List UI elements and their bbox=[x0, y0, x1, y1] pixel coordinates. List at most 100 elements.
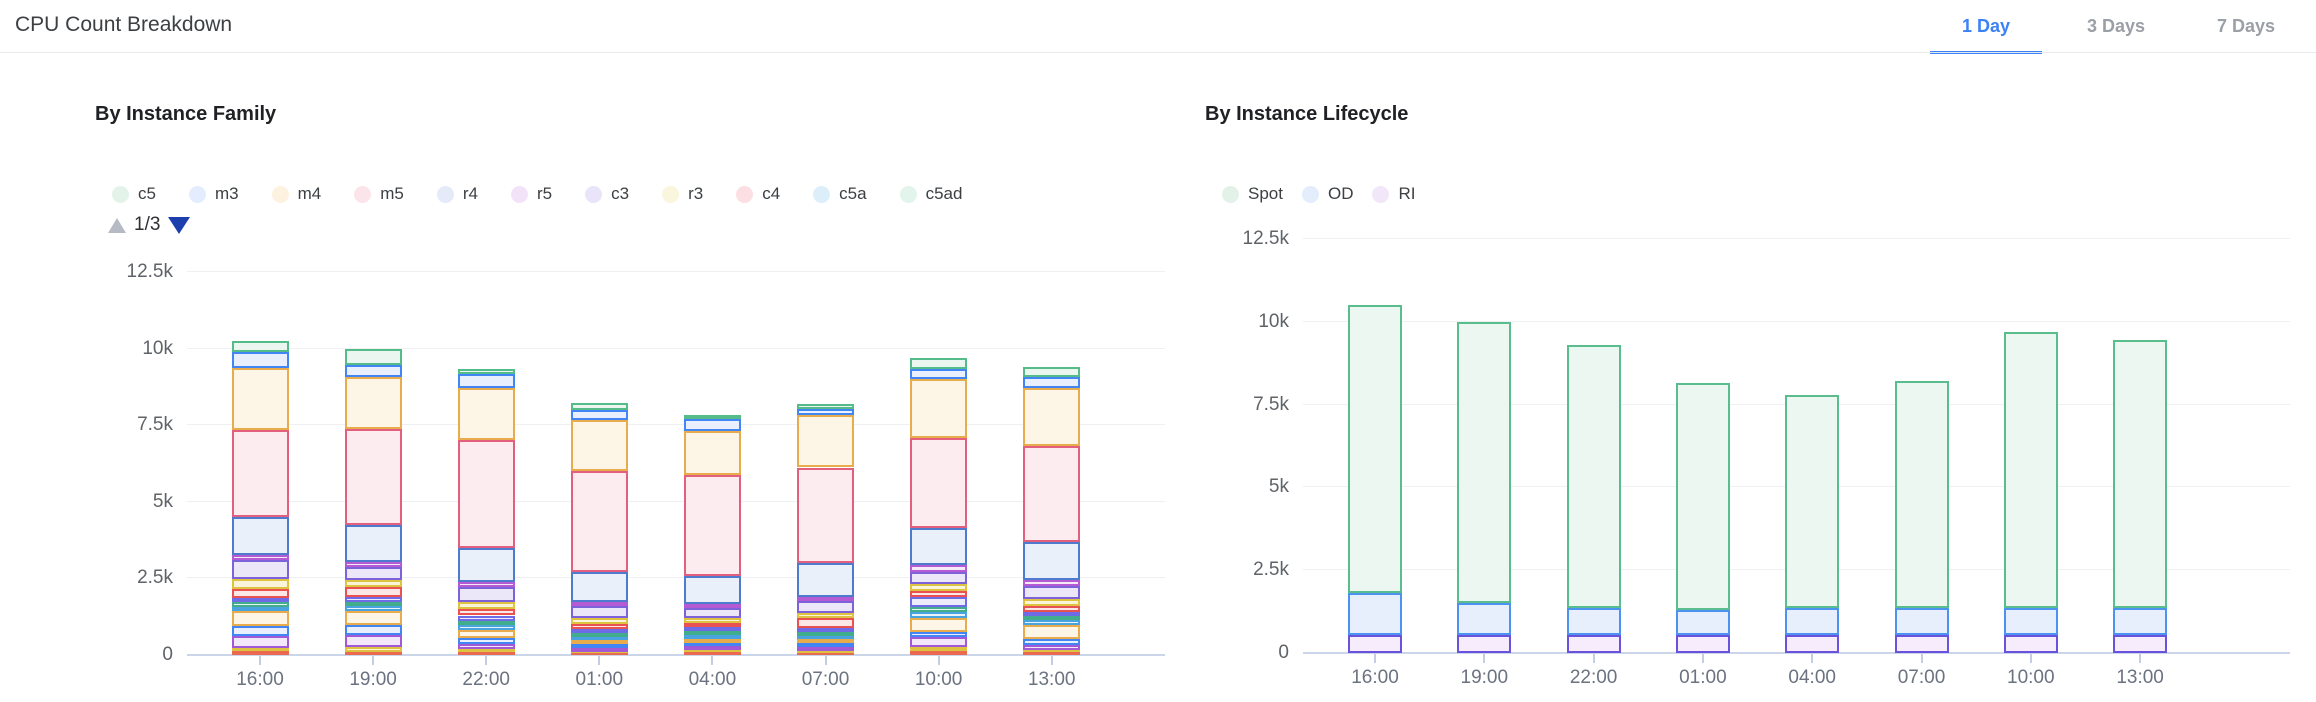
bar-segment-10:00-unlabeled-6[interactable] bbox=[910, 650, 968, 655]
bar-segment-19:00-unlabeled-6[interactable] bbox=[344, 651, 402, 655]
legend-item-spot[interactable]: Spot bbox=[1222, 184, 1283, 204]
bar-segment-22:00-unlabeled-6[interactable] bbox=[457, 651, 515, 655]
bar-segment-16:00-r3[interactable] bbox=[231, 578, 289, 589]
bar-segment-04:00-od[interactable] bbox=[1785, 608, 1840, 635]
bar-segment-22:00-m4[interactable] bbox=[457, 388, 515, 441]
bar-segment-10:00-c5a[interactable] bbox=[910, 597, 968, 607]
bar-segment-07:00-od[interactable] bbox=[1894, 608, 1949, 635]
bar-segment-22:00-od[interactable] bbox=[1566, 608, 1621, 635]
bar-segment-10:00-m4[interactable] bbox=[910, 379, 968, 439]
legend-item-m5[interactable]: m5 bbox=[354, 184, 404, 204]
bar-segment-04:00-r4[interactable] bbox=[683, 575, 741, 605]
bar-segment-19:00-r4[interactable] bbox=[344, 525, 402, 562]
legend-item-r4[interactable]: r4 bbox=[436, 184, 478, 204]
bar-segment-10:00-c3[interactable] bbox=[910, 571, 968, 584]
bar-segment-16:00-spot[interactable] bbox=[1348, 305, 1402, 594]
bar-segment-19:00-unlabeled-4[interactable] bbox=[344, 635, 402, 648]
bar-segment-16:00-unlabeled-6[interactable] bbox=[231, 651, 289, 655]
bar-segment-10:00-unlabeled-2[interactable] bbox=[910, 618, 968, 632]
bar-segment-07:00-unlabeled-2[interactable] bbox=[797, 639, 854, 644]
bar-segment-10:00-c5[interactable] bbox=[910, 358, 968, 369]
bar-segment-22:00-c5[interactable] bbox=[457, 369, 515, 375]
bar-segment-16:00-m3[interactable] bbox=[231, 352, 289, 368]
bar-segment-07:00-m4[interactable] bbox=[797, 415, 854, 468]
bar-segment-01:00-m3[interactable] bbox=[570, 409, 628, 421]
bar-segment-01:00-r4[interactable] bbox=[570, 571, 628, 602]
bar-segment-04:00-m3[interactable] bbox=[683, 419, 741, 431]
bar-segment-13:00-unlabeled-4[interactable] bbox=[1023, 644, 1081, 650]
bar-segment-22:00-m3[interactable] bbox=[457, 374, 515, 389]
bar-segment-22:00-r5[interactable] bbox=[457, 581, 515, 587]
bar-segment-07:00-unlabeled-1[interactable] bbox=[797, 635, 854, 640]
legend-item-c5a[interactable]: c5a bbox=[813, 184, 867, 204]
bar-segment-13:00-c3[interactable] bbox=[1023, 585, 1081, 599]
bar-segment-07:00-r4[interactable] bbox=[797, 563, 854, 597]
legend-item-c5[interactable]: c5 bbox=[112, 184, 156, 204]
bar-segment-16:00-c4[interactable] bbox=[231, 588, 289, 599]
bar-segment-04:00-unlabeled-1[interactable] bbox=[683, 634, 741, 639]
bar-segment-22:00-c4[interactable] bbox=[457, 608, 515, 616]
bar-segment-22:00-r3[interactable] bbox=[457, 602, 515, 609]
bar-segment-22:00-spot[interactable] bbox=[1566, 345, 1621, 609]
bar-segment-16:00-m4[interactable] bbox=[231, 367, 289, 430]
bar-segment-01:00-unlabeled-3[interactable] bbox=[570, 643, 628, 649]
bar-segment-07:00-spot[interactable] bbox=[1894, 381, 1949, 609]
legend-item-c4[interactable]: c4 bbox=[736, 184, 780, 204]
bar-segment-10:00-unlabeled-5[interactable] bbox=[910, 646, 968, 651]
bar-segment-19:00-spot[interactable] bbox=[1457, 321, 1512, 604]
legend-item-c3[interactable]: c3 bbox=[585, 184, 629, 204]
legend-item-od[interactable]: OD bbox=[1301, 184, 1353, 204]
bar-segment-22:00-unlabeled-2[interactable] bbox=[457, 629, 515, 639]
legend-item-c5ad[interactable]: c5ad bbox=[899, 184, 962, 204]
bar-segment-19:00-m3[interactable] bbox=[344, 365, 402, 377]
legend-item-r3[interactable]: r3 bbox=[662, 184, 703, 204]
bar-segment-10:00-c4[interactable] bbox=[910, 590, 968, 598]
bar-segment-10:00-od[interactable] bbox=[2003, 608, 2058, 635]
bar-segment-16:00-unlabeled-3[interactable] bbox=[231, 626, 289, 637]
bar-segment-13:00-m3[interactable] bbox=[1023, 377, 1081, 388]
bar-segment-16:00-c5a[interactable] bbox=[231, 598, 289, 603]
bar-segment-07:00-m3[interactable] bbox=[797, 408, 854, 416]
bar-segment-04:00-m4[interactable] bbox=[683, 430, 741, 476]
bar-segment-19:00-c5a[interactable] bbox=[344, 596, 402, 602]
bar-segment-13:00-unlabeled-1[interactable] bbox=[1023, 620, 1081, 625]
bar-segment-22:00-r4[interactable] bbox=[457, 548, 515, 582]
bar-segment-13:00-m5[interactable] bbox=[1023, 445, 1081, 543]
bar-segment-10:00-spot[interactable] bbox=[2003, 331, 2058, 609]
bar-segment-19:00-r5[interactable] bbox=[344, 561, 402, 568]
bar-segment-01:00-c4[interactable] bbox=[570, 624, 628, 630]
bar-segment-01:00-r5[interactable] bbox=[570, 601, 628, 606]
bar-segment-16:00-r4[interactable] bbox=[231, 517, 289, 555]
bar-segment-19:00-unlabeled-2[interactable] bbox=[344, 610, 402, 625]
bar-segment-01:00-r3[interactable] bbox=[570, 618, 628, 625]
bar-segment-04:00-c5ad[interactable] bbox=[683, 630, 741, 635]
legend-item-m4[interactable]: m4 bbox=[271, 184, 321, 204]
bar-segment-19:00-ri[interactable] bbox=[1457, 634, 1512, 653]
bar-segment-13:00-spot[interactable] bbox=[2113, 340, 2168, 609]
bar-segment-07:00-c5ad[interactable] bbox=[797, 632, 854, 637]
bar-segment-13:00-c5[interactable] bbox=[1023, 367, 1081, 378]
bar-segment-13:00-r5[interactable] bbox=[1023, 579, 1081, 586]
bar-segment-22:00-unlabeled-4[interactable] bbox=[457, 643, 515, 650]
bar-segment-16:00-unlabeled-4[interactable] bbox=[231, 636, 289, 648]
bar-segment-01:00-unlabeled-2[interactable] bbox=[570, 639, 628, 644]
bar-segment-13:00-r4[interactable] bbox=[1023, 542, 1081, 580]
bar-segment-07:00-ri[interactable] bbox=[1894, 634, 1949, 653]
bar-segment-10:00-r3[interactable] bbox=[910, 583, 968, 591]
tab-1-day[interactable]: 1 Day bbox=[1930, 0, 2042, 54]
bar-segment-10:00-unlabeled-1[interactable] bbox=[910, 611, 968, 619]
bar-segment-16:00-unlabeled-2[interactable] bbox=[231, 610, 289, 627]
bar-segment-13:00-od[interactable] bbox=[2113, 608, 2168, 635]
bar-segment-19:00-unlabeled-1[interactable] bbox=[344, 605, 402, 611]
bar-segment-01:00-unlabeled-1[interactable] bbox=[570, 636, 628, 640]
bar-segment-10:00-c5ad[interactable] bbox=[910, 606, 968, 612]
bar-segment-22:00-ri[interactable] bbox=[1566, 634, 1621, 653]
bar-segment-04:00-unlabeled-4[interactable] bbox=[683, 645, 741, 650]
bar-segment-16:00-c5ad[interactable] bbox=[231, 602, 289, 607]
bar-segment-07:00-unlabeled-4[interactable] bbox=[797, 646, 854, 651]
bar-segment-16:00-m5[interactable] bbox=[231, 429, 289, 518]
bar-segment-10:00-m5[interactable] bbox=[910, 438, 968, 529]
bar-segment-10:00-m3[interactable] bbox=[910, 368, 968, 380]
bar-segment-19:00-od[interactable] bbox=[1457, 603, 1512, 635]
bar-segment-13:00-unlabeled-2[interactable] bbox=[1023, 624, 1081, 640]
